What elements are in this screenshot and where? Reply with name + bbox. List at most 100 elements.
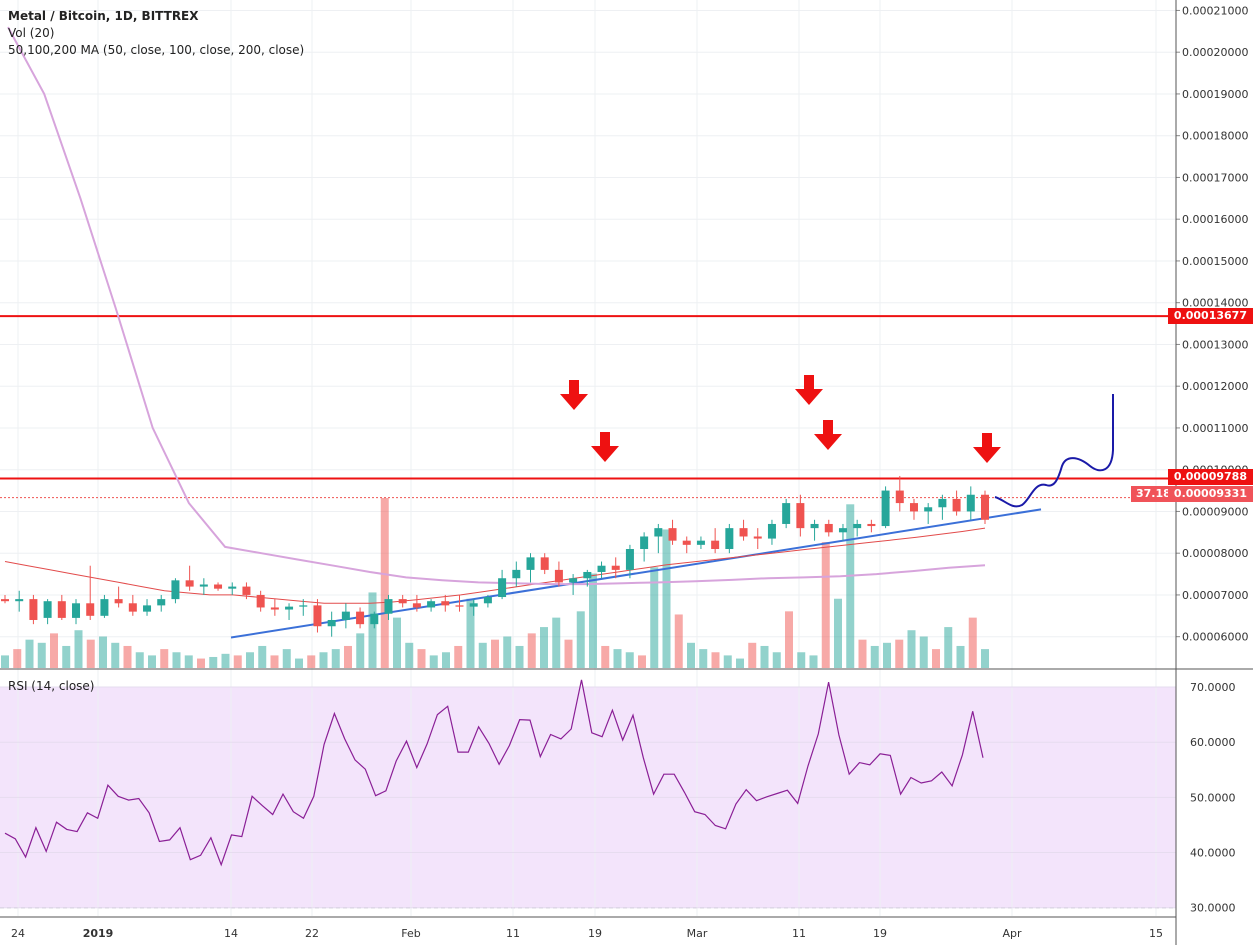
volume-bar bbox=[809, 655, 818, 668]
volume-bar bbox=[148, 655, 156, 668]
volume-bar bbox=[172, 652, 181, 668]
volume-bar bbox=[515, 645, 524, 668]
y-tick-label: 0.00007000 bbox=[1182, 589, 1248, 602]
candle-body bbox=[512, 569, 521, 579]
candle-body bbox=[214, 584, 223, 589]
candle-body bbox=[981, 494, 989, 520]
candle-body bbox=[867, 523, 876, 527]
volume-bar bbox=[478, 642, 487, 668]
down-arrow-annotation bbox=[591, 432, 619, 462]
volume-bar bbox=[797, 652, 806, 668]
candle-body bbox=[540, 557, 549, 570]
candle-body bbox=[313, 605, 322, 627]
volume-bar bbox=[380, 498, 389, 668]
resistance-high-tag: 0.00013677 bbox=[1167, 308, 1253, 324]
candle-body bbox=[682, 540, 691, 545]
candle-body bbox=[270, 607, 279, 610]
x-tick-label: Apr bbox=[1002, 927, 1022, 940]
x-tick-label: Mar bbox=[687, 927, 708, 940]
candle-body bbox=[739, 528, 748, 537]
volume-bar bbox=[956, 645, 965, 668]
candle-body bbox=[853, 523, 862, 529]
volume-bar bbox=[968, 617, 977, 668]
y-tick-label: 0.00020000 bbox=[1182, 46, 1248, 59]
ma50-line bbox=[4, 527, 986, 604]
candle-body bbox=[597, 565, 606, 572]
candle-body bbox=[782, 503, 791, 524]
volume-bar bbox=[687, 642, 695, 668]
candle-body bbox=[15, 599, 24, 602]
candle-body bbox=[341, 611, 350, 620]
volume-bar bbox=[601, 645, 610, 668]
y-tick-label: 0.00016000 bbox=[1182, 213, 1248, 226]
volume-bar bbox=[123, 645, 132, 668]
candle-body bbox=[157, 599, 166, 606]
volume-bar bbox=[233, 655, 242, 668]
y-tick-label: 0.00017000 bbox=[1182, 171, 1248, 184]
volume-bar bbox=[858, 639, 867, 668]
volume-bar bbox=[540, 627, 548, 668]
y-tick-label: 0.00011000 bbox=[1182, 422, 1248, 435]
volume-bar bbox=[1, 655, 9, 668]
candle-body bbox=[767, 523, 776, 539]
candle-body bbox=[640, 536, 649, 550]
volume-bar bbox=[86, 639, 95, 668]
volume-bar bbox=[356, 633, 365, 668]
candle-body bbox=[483, 597, 492, 604]
volume-bar bbox=[674, 614, 683, 668]
volume-bar bbox=[393, 617, 401, 668]
candle-body bbox=[625, 549, 634, 570]
volume-bar bbox=[184, 655, 193, 668]
volume-bar bbox=[736, 658, 744, 668]
volume-bar bbox=[466, 598, 475, 668]
volume-bar bbox=[760, 645, 769, 668]
candle-body bbox=[199, 584, 208, 587]
volume-bar bbox=[589, 573, 597, 668]
y-tick-label: 0.00013000 bbox=[1182, 338, 1248, 351]
volume-legend: Vol (20) bbox=[8, 26, 55, 40]
y-tick-label: 0.00014000 bbox=[1182, 297, 1248, 310]
y-tick-label: 0.00018000 bbox=[1182, 130, 1248, 143]
volume-bar bbox=[319, 652, 328, 668]
volume-bar bbox=[919, 636, 928, 668]
volume-bar bbox=[417, 649, 426, 668]
volume-bar bbox=[748, 642, 757, 668]
candle-body bbox=[810, 523, 819, 529]
volume-bar bbox=[834, 598, 842, 668]
volume-bar bbox=[368, 592, 377, 668]
x-tick-label: 22 bbox=[305, 927, 319, 940]
volume-bar bbox=[331, 649, 340, 668]
volume-bar bbox=[429, 655, 438, 668]
y-tick-label: 0.00019000 bbox=[1182, 88, 1248, 101]
candle-body bbox=[938, 498, 947, 508]
candle-body bbox=[29, 599, 38, 620]
candle-body bbox=[895, 490, 904, 504]
volume-bar bbox=[870, 645, 879, 668]
candle-body bbox=[881, 490, 890, 527]
candle-body bbox=[171, 580, 180, 600]
candle-body bbox=[72, 603, 81, 618]
volume-bar bbox=[99, 636, 107, 668]
candle-body bbox=[753, 536, 762, 539]
volume-bar bbox=[74, 630, 83, 668]
volume-bar bbox=[270, 655, 279, 668]
volume-bar bbox=[246, 652, 254, 668]
candle-body bbox=[498, 578, 507, 598]
volume-bar bbox=[772, 652, 781, 668]
x-tick-label: 19 bbox=[873, 927, 887, 940]
chart-title: Metal / Bitcoin, 1D, BITTREX bbox=[8, 9, 199, 23]
candle-body bbox=[526, 557, 535, 570]
volume-bar bbox=[723, 655, 732, 668]
volume-bar bbox=[821, 542, 830, 668]
volume-bar bbox=[295, 658, 303, 668]
x-tick-label: 14 bbox=[224, 927, 238, 940]
volume-bar bbox=[307, 655, 316, 668]
rsi-y-tick-label: 40.0000 bbox=[1190, 847, 1236, 860]
candle-body bbox=[611, 565, 620, 570]
volume-bar bbox=[650, 567, 659, 668]
volume-bar bbox=[135, 652, 144, 668]
volume-bar bbox=[625, 652, 634, 668]
last-price-tag: 0.00009331 bbox=[1167, 486, 1253, 502]
candle-body bbox=[327, 619, 336, 627]
